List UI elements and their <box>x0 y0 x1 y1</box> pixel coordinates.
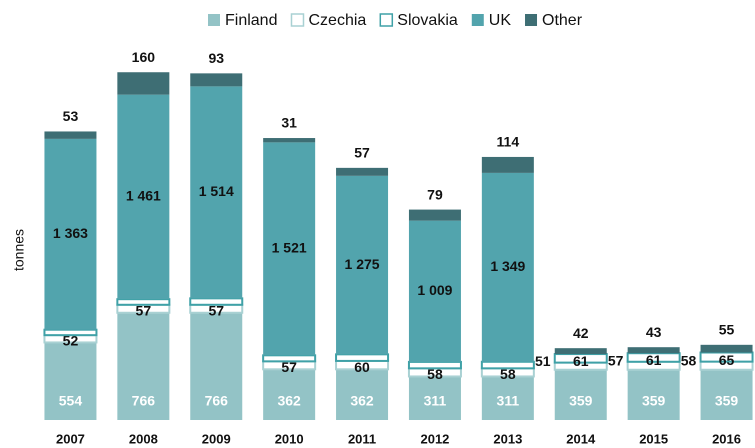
data-label: 43 <box>646 324 662 340</box>
legend-label: Finland <box>225 12 277 29</box>
x-tick-label: 2011 <box>348 431 376 446</box>
x-tick-label: 2009 <box>202 431 231 446</box>
bar-segment <box>190 312 243 420</box>
data-label: 766 <box>132 393 156 409</box>
data-label: 1 363 <box>53 225 88 241</box>
legend-label: UK <box>489 12 512 29</box>
data-label: 1 349 <box>490 258 525 274</box>
data-label: 359 <box>569 393 593 409</box>
data-label: 65 <box>719 352 735 368</box>
data-label: 160 <box>132 49 156 65</box>
bar-segment <box>263 369 316 420</box>
data-label: 42 <box>573 325 589 341</box>
bar-segment <box>117 94 170 300</box>
bar-segment <box>189 297 244 306</box>
data-label: 53 <box>63 108 79 124</box>
data-label: 61 <box>646 352 662 368</box>
data-label: 51 <box>535 353 551 369</box>
bar-segment <box>336 369 389 420</box>
data-label: 93 <box>208 50 224 66</box>
x-tick-label: 2007 <box>56 431 85 446</box>
legend-swatch <box>379 13 394 27</box>
data-label: 57 <box>354 145 370 161</box>
bar-segment <box>554 348 607 355</box>
y-axis-label: tonnes <box>11 229 27 271</box>
bar-segment <box>336 167 389 176</box>
legend-swatch <box>525 14 538 26</box>
data-label: 1 461 <box>126 188 161 204</box>
data-label: 57 <box>608 352 624 368</box>
legend-swatch <box>471 14 484 26</box>
x-tick-label: 2014 <box>566 431 596 446</box>
data-label: 114 <box>497 134 520 150</box>
data-label: 554 <box>59 393 83 409</box>
bar-segment <box>480 360 535 370</box>
data-label: 359 <box>642 393 666 409</box>
bar-segment <box>44 342 97 420</box>
data-label: 311 <box>424 393 447 409</box>
legend-label: Other <box>542 12 583 29</box>
data-label: 311 <box>497 393 520 409</box>
data-label: 362 <box>350 393 374 409</box>
x-tick-label: 2010 <box>275 431 304 446</box>
x-tick-label: 2008 <box>129 431 158 446</box>
bar-segment <box>263 138 316 143</box>
bar-segment <box>263 142 316 356</box>
data-label: 55 <box>719 322 735 338</box>
bar-segment <box>408 376 461 420</box>
bar-segment <box>408 209 461 221</box>
bar-segment <box>481 156 534 173</box>
data-label: 57 <box>281 359 297 375</box>
data-label: 359 <box>715 393 739 409</box>
bar-segment <box>44 138 97 330</box>
data-label: 79 <box>427 186 443 202</box>
bar-segment <box>700 344 753 353</box>
data-label: 61 <box>573 353 589 369</box>
data-label: 1 275 <box>345 256 380 272</box>
legend-swatch <box>208 14 220 26</box>
x-tick-label: 2016 <box>712 431 741 446</box>
bar-segment <box>117 72 170 95</box>
bar-segment <box>481 172 534 362</box>
x-tick-label: 2015 <box>639 431 668 446</box>
bar-segment <box>627 347 680 354</box>
data-label: 362 <box>277 393 301 409</box>
bar-segment <box>190 86 243 299</box>
legend-label: Czechia <box>308 12 366 29</box>
data-label: 58 <box>681 352 697 368</box>
data-label: 1 521 <box>272 240 307 256</box>
data-label: 31 <box>281 115 297 131</box>
bar-segment <box>554 369 607 420</box>
bar-segment <box>116 298 171 306</box>
x-tick-label: 2013 <box>493 431 522 446</box>
data-label: 766 <box>205 393 229 409</box>
data-label: 60 <box>354 359 370 375</box>
bar-segment <box>44 131 97 139</box>
bar-segment <box>408 220 461 362</box>
data-label: 57 <box>208 302 224 318</box>
data-label: 58 <box>427 366 443 382</box>
data-label: 1 009 <box>417 282 452 298</box>
x-tick-label: 2012 <box>420 431 449 446</box>
bar-segment <box>481 376 534 420</box>
bar-segment <box>627 369 680 420</box>
bar-segment <box>335 353 390 362</box>
bar-segment <box>407 360 462 370</box>
data-label: 1 514 <box>199 183 234 199</box>
bar-segment <box>190 73 243 87</box>
data-label: 52 <box>63 333 79 349</box>
legend-swatch <box>290 13 305 27</box>
bar-segment <box>336 175 389 355</box>
bar-segment <box>43 328 98 337</box>
legend-label: Slovakia <box>397 12 458 29</box>
data-label: 57 <box>136 302 152 318</box>
bar-segment <box>117 312 170 420</box>
bar-segment <box>262 354 317 363</box>
bar-segment <box>700 369 753 420</box>
data-label: 58 <box>500 366 516 382</box>
